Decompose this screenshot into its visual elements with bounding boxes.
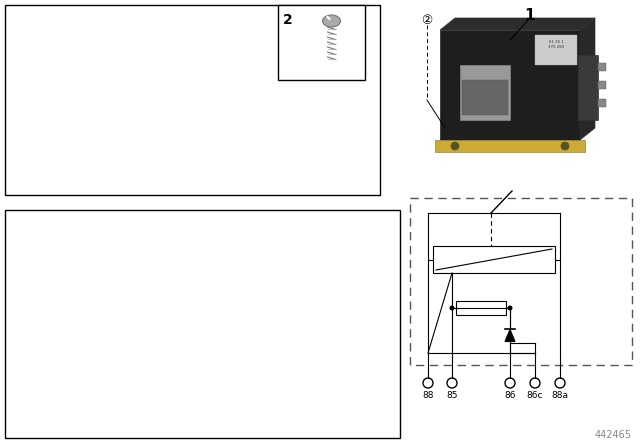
Bar [5, 210, 400, 438]
Polygon shape [505, 329, 515, 341]
Bar [578, 55, 598, 120]
Bar [456, 301, 506, 315]
Bar [462, 80, 508, 115]
Text: 88: 88 [422, 391, 434, 400]
Text: 88a: 88a [552, 391, 568, 400]
Bar [598, 81, 606, 89]
Circle shape [561, 142, 569, 150]
Text: 86: 86 [504, 391, 516, 400]
Bar [598, 63, 606, 71]
Bar [460, 65, 510, 120]
Text: ②: ② [421, 14, 433, 27]
Text: 61 36 1
370 283: 61 36 1 370 283 [548, 40, 564, 49]
Bar [433, 246, 555, 273]
Bar [535, 35, 577, 65]
Text: 1: 1 [525, 8, 535, 23]
Text: 85: 85 [446, 391, 458, 400]
Circle shape [451, 142, 459, 150]
Polygon shape [440, 18, 595, 30]
Text: 86c: 86c [527, 391, 543, 400]
Bar [598, 99, 606, 107]
Bar [435, 140, 585, 152]
Polygon shape [580, 18, 595, 140]
Text: 442465: 442465 [595, 430, 632, 440]
Circle shape [508, 306, 513, 310]
Bar [410, 198, 632, 365]
Bar [5, 5, 380, 195]
Circle shape [530, 378, 540, 388]
Bar [278, 5, 365, 80]
Text: 2: 2 [283, 13, 292, 27]
Circle shape [505, 378, 515, 388]
Ellipse shape [323, 15, 340, 27]
Circle shape [423, 378, 433, 388]
Circle shape [449, 306, 454, 310]
Circle shape [555, 378, 565, 388]
Circle shape [447, 378, 457, 388]
Bar [440, 30, 580, 140]
